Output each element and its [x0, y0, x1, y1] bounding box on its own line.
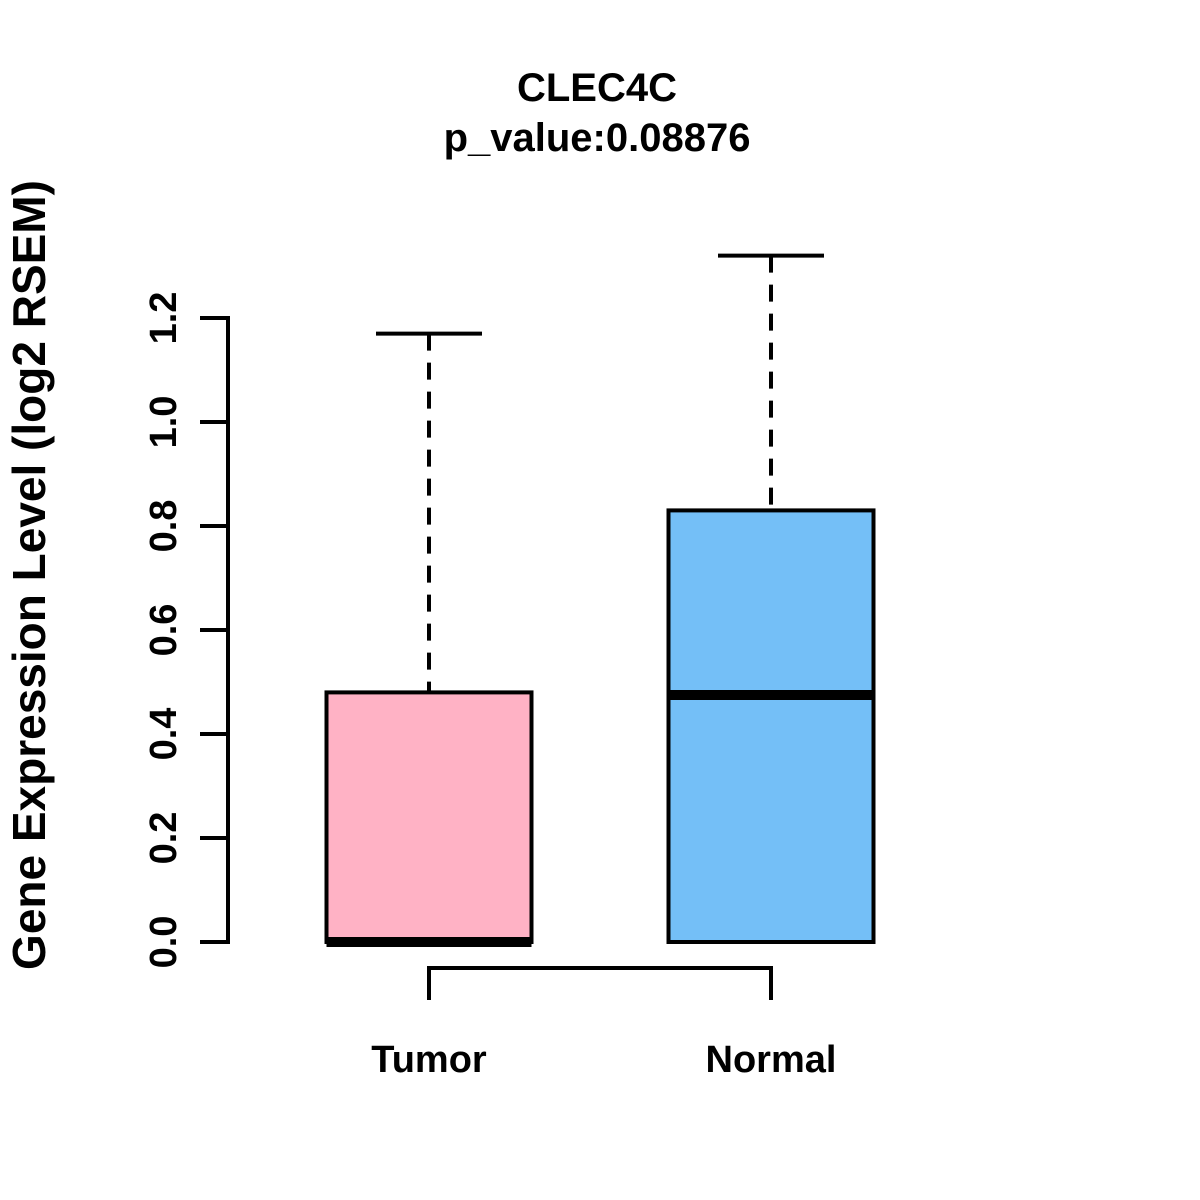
y-axis-tick-label: 0.0 — [143, 916, 185, 969]
y-axis-tick-label: 0.6 — [143, 604, 185, 657]
chart-subtitle-pvalue: p_value:0.08876 — [443, 116, 751, 160]
category-label-normal: Normal — [706, 1039, 837, 1081]
box-normal — [666, 508, 876, 944]
box-tumor — [324, 690, 534, 945]
y-axis-tick-label: 0.4 — [143, 708, 185, 761]
y-axis-tick-label: 1.2 — [143, 292, 185, 345]
y-axis-tick-label: 0.8 — [143, 500, 185, 553]
y-axis-tick-label: 0.2 — [143, 812, 185, 865]
chart-title: CLEC4C — [516, 66, 678, 110]
y-axis-tick-label: 1.0 — [143, 396, 185, 449]
category-label-tumor: Tumor — [371, 1039, 487, 1081]
x-axis-bracket — [427, 966, 773, 1000]
